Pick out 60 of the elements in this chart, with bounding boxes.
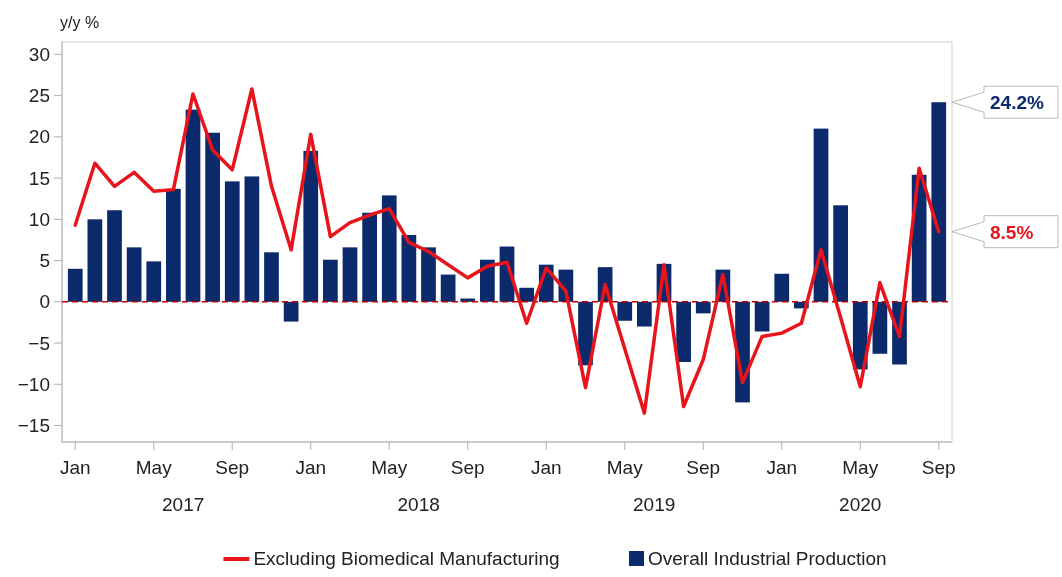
y-tick-label: 15	[28, 167, 50, 189]
line-series	[73, 87, 941, 415]
bar	[264, 252, 279, 302]
bar	[67, 268, 83, 302]
text: 2018	[397, 494, 440, 515]
x-tick-label: May	[842, 457, 879, 478]
y-tick-label: −15	[17, 415, 50, 437]
bar	[440, 274, 456, 302]
bar	[303, 150, 319, 302]
bar	[107, 210, 122, 302]
x-tick-label: Jan	[295, 457, 327, 478]
x-tick-label: May	[135, 457, 173, 478]
bar	[381, 195, 397, 302]
bar	[166, 188, 181, 302]
x-tick-label: Jan	[530, 457, 562, 478]
y-tick-label: 5	[39, 250, 50, 272]
legend-label: Excluding Biomedical Manufacturing	[253, 548, 560, 569]
bar	[185, 109, 201, 302]
y-tick-label: 25	[28, 85, 50, 107]
y-tick-label: −10	[17, 373, 50, 395]
x-tick-label: Jan	[766, 457, 798, 478]
bar	[205, 132, 220, 302]
bar	[519, 287, 534, 302]
bar	[695, 301, 711, 314]
bar	[244, 176, 260, 302]
text: 2017	[162, 494, 205, 515]
x-tick-label: Sep	[450, 457, 485, 478]
bar	[126, 247, 142, 302]
bar	[754, 301, 770, 332]
text: 2020	[839, 494, 882, 515]
x-tick-label: May	[371, 457, 408, 478]
x-tick-label: Sep	[921, 457, 956, 478]
y-tick-label: 20	[28, 126, 50, 148]
bar	[421, 247, 436, 302]
y-tick-label: 30	[28, 44, 50, 66]
bar	[342, 247, 358, 302]
y-tick-label: 0	[39, 291, 50, 313]
bar	[146, 261, 162, 302]
bar	[931, 102, 947, 302]
y-axis-title: y/y %	[60, 14, 100, 31]
y-tick-label: −5	[28, 332, 50, 354]
bar	[224, 181, 240, 302]
text: 2019	[633, 494, 676, 515]
x-tick-label: Sep	[215, 457, 250, 478]
bar	[833, 205, 848, 302]
bar	[323, 259, 338, 302]
bar	[283, 301, 299, 322]
y-tick-label: 10	[28, 208, 50, 230]
bar	[362, 212, 377, 302]
x-tick-label: May	[606, 457, 644, 478]
bar	[676, 301, 691, 362]
x-tick-label: Sep	[686, 457, 721, 478]
text: 8.5%	[990, 221, 1034, 243]
bar	[87, 219, 103, 302]
bar	[637, 301, 652, 327]
legend-label: Overall Industrial Production	[648, 548, 887, 569]
x-tick-label: Jan	[59, 457, 91, 478]
bar	[617, 301, 633, 321]
bar	[774, 273, 790, 302]
text: 24.2%	[990, 92, 1044, 114]
